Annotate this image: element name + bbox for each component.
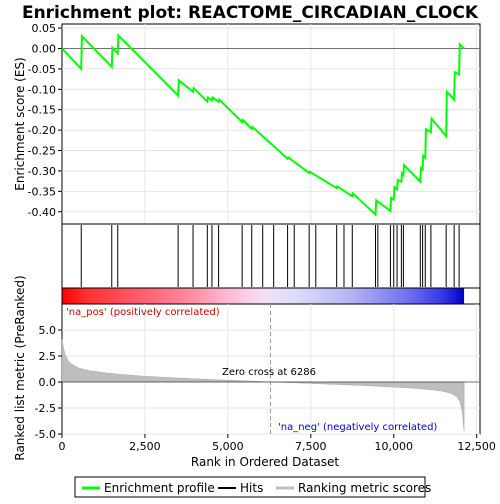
hits-panel-frame — [62, 224, 480, 288]
chart-title: Enrichment plot: REACTOME_CIRCADIAN_CLOC… — [22, 3, 479, 23]
metric-x-tick-label: 10,000 — [374, 440, 413, 453]
es-y-tick-label: -0.25 — [28, 145, 56, 158]
es-y-tick-label: 0.00 — [32, 42, 57, 55]
legend-hits-label: Hits — [240, 481, 263, 495]
na-pos-label: 'na_pos' (positively correlated) — [66, 307, 220, 318]
metric-x-tick-label: 2,500 — [129, 440, 161, 453]
es-y-tick-label: -0.30 — [28, 165, 56, 178]
metric-x-tick-label: 5,000 — [212, 440, 244, 453]
na-neg-label: 'na_neg' (negatively correlated) — [278, 422, 437, 433]
zero-cross-label: Zero cross at 6286 — [222, 367, 316, 378]
es-y-tick-label: -0.20 — [28, 124, 56, 137]
metric-y-tick-label: 0.0 — [39, 376, 57, 389]
es-y-axis-label: Enrichment score (ES) — [13, 57, 27, 190]
metric-x-tick-label: 12,500 — [457, 440, 496, 453]
es-y-tick-label: -0.05 — [28, 63, 56, 76]
es-y-tick-label: -0.15 — [28, 104, 56, 117]
es-y-tick-label: -0.40 — [28, 206, 56, 219]
legend-enrichment-profile-label: Enrichment profile — [104, 481, 215, 495]
metric-y-tick-label: 5.0 — [39, 324, 57, 337]
metric-y-tick-label: -2.5 — [35, 402, 56, 415]
es-panel-frame — [62, 24, 480, 224]
metric-x-tick-label: 0 — [59, 440, 66, 453]
x-axis-label: Rank in Ordered Dataset — [191, 455, 339, 469]
es-y-tick-label: -0.35 — [28, 185, 56, 198]
es-y-tick-label: 0.05 — [32, 22, 57, 35]
metric-x-ticks: 0 2,500 5,000 7,500 10,000 12,500 — [59, 434, 496, 453]
es-y-ticks: 0.05 0.00 -0.05 -0.10 -0.15 -0.20 -0.25 -0.30 -0… — [28, 22, 62, 219]
metric-y-ticks: 5.0 2.5 0.0 -2.5 -5.0 — [35, 324, 62, 441]
metric-y-axis-label: Ranked list metric (PreRanked) — [13, 275, 27, 460]
metric-x-tick-label: 7,500 — [295, 440, 327, 453]
metric-y-tick-label: -5.0 — [35, 428, 56, 441]
legend-ranking-metric-label: Ranking metric scores — [298, 481, 431, 495]
metric-y-tick-label: 2.5 — [39, 350, 57, 363]
rank-color-band — [62, 288, 464, 304]
es-y-tick-label: -0.10 — [28, 83, 56, 96]
